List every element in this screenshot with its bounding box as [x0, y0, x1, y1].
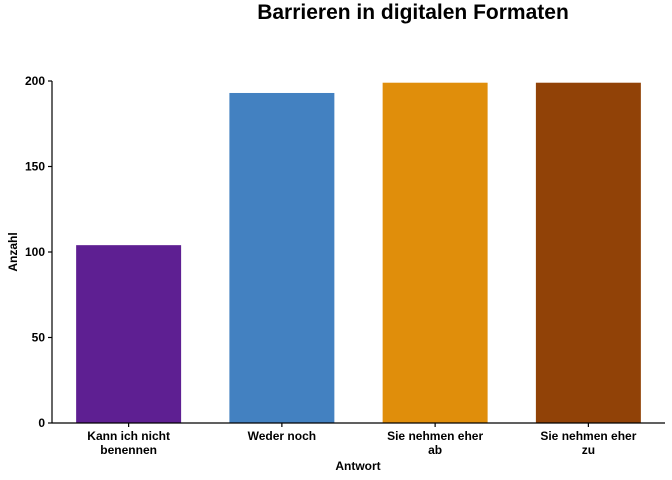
x-tick-label: Weder noch: [248, 429, 316, 443]
y-axis-title: Anzahl: [6, 232, 20, 271]
x-tick-label: Sie nehmen eher zu: [540, 429, 636, 457]
chart-title: Barrieren in digitalen Formaten: [257, 1, 569, 24]
x-tick-label-line: Weder noch: [248, 429, 316, 443]
x-tick-label-line: ab: [428, 443, 442, 457]
x-axis-title: Antwort: [335, 459, 380, 473]
x-tick-label-line: Kann ich nicht: [87, 429, 170, 443]
bar-2: [229, 92, 335, 423]
x-tick-label: Sie nehmen eher ab: [387, 429, 483, 457]
x-tick-label-line: Sie nehmen eher: [540, 429, 636, 443]
x-tick-label-line: Sie nehmen eher: [387, 429, 483, 443]
y-ticks-group: 0 50 100 150 200: [25, 74, 52, 430]
y-tick-label: 150: [25, 160, 45, 174]
y-tick-label: 50: [32, 331, 46, 345]
bar-4: [535, 82, 641, 424]
x-tick-label-line: benennen: [100, 443, 157, 457]
x-ticks-group: Kann ich nicht benennen Weder noch Sie nehm…: [87, 423, 637, 457]
bar-1: [76, 245, 182, 423]
bar-3: [382, 82, 488, 424]
y-tick-label: 0: [38, 416, 45, 430]
bars-group: [76, 82, 641, 424]
x-tick-label: Kann ich nicht benennen: [87, 429, 170, 457]
y-tick-label: 100: [25, 245, 45, 259]
x-tick-label-line: zu: [582, 443, 595, 457]
y-tick-label: 200: [25, 74, 45, 88]
